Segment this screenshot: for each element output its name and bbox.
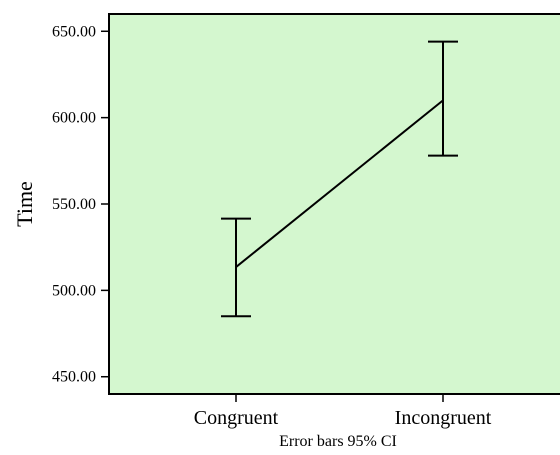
y-tick-label: 450.00 [52,369,96,386]
y-axis-title: Time [12,181,37,227]
error-bars [221,40,458,318]
y-tick-label: 650.00 [52,23,96,40]
x-tick-label-incongruent: Incongruent [395,407,492,429]
x-tick-label-congruent: Congruent [194,407,279,429]
x-ticks: Congruent Incongruent [194,394,492,429]
error-bar-incongruent [428,40,458,157]
plot-area [108,13,560,395]
error-bar-congruent [221,217,251,318]
error-bar-footnote: Error bars 95% CI [279,433,397,450]
y-ticks: 450.00 500.00 550.00 600.00 650.00 [52,23,109,386]
y-tick-label: 600.00 [52,110,96,127]
y-tick-label: 550.00 [52,196,96,213]
y-tick-label: 500.00 [52,282,96,299]
series-line [235,99,444,268]
